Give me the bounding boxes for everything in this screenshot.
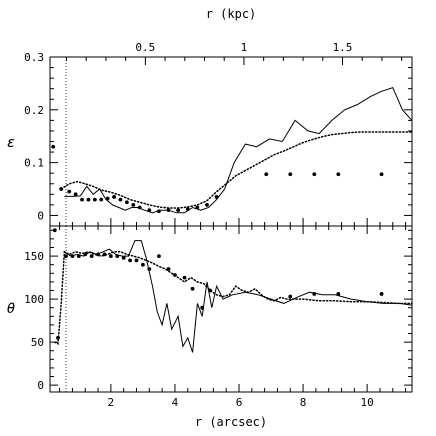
data-point xyxy=(336,172,341,177)
ellipticity-panel: 0.5 1 1.5 0 0.1 0.2 0.3 xyxy=(24,41,413,227)
data-point xyxy=(185,207,190,212)
x-tick-label: 4 xyxy=(172,396,179,409)
y-tick-label: 0 xyxy=(37,379,44,392)
x-tick-label: 2 xyxy=(108,396,115,409)
data-point xyxy=(99,197,104,202)
data-point xyxy=(147,208,152,213)
data-point xyxy=(76,254,81,259)
data-point xyxy=(166,267,171,271)
data-point xyxy=(288,172,293,177)
data-point xyxy=(108,254,113,259)
data-point xyxy=(214,195,219,199)
y-tick-label: 0.1 xyxy=(24,157,44,170)
y-tick-label: 100 xyxy=(24,293,44,306)
data-point xyxy=(173,273,177,277)
y-tick-label: 0.3 xyxy=(24,51,44,64)
data-point xyxy=(59,187,64,191)
data-point xyxy=(80,197,84,202)
data-point xyxy=(52,228,57,233)
x-tick-label: 10 xyxy=(361,396,374,409)
x-tick-label: 6 xyxy=(236,396,243,409)
data-point xyxy=(176,208,181,213)
data-point xyxy=(118,197,123,202)
data-point xyxy=(86,197,91,202)
data-point xyxy=(121,255,126,260)
x-tick-label: 8 xyxy=(300,396,307,409)
data-point xyxy=(205,202,209,207)
y-axis-label-ellipticity: ε xyxy=(7,135,15,151)
data-point xyxy=(379,172,384,177)
top-axis-label: r (kpc) xyxy=(206,7,257,21)
data-point xyxy=(73,192,78,197)
data-point xyxy=(182,275,187,280)
data-point xyxy=(288,294,293,299)
data-point xyxy=(166,208,171,213)
data-point xyxy=(89,254,94,259)
solid-series-line xyxy=(64,240,413,353)
data-point xyxy=(70,254,75,259)
data-point xyxy=(312,172,317,177)
data-point xyxy=(336,292,341,296)
top-x-tick-label: 1 xyxy=(241,41,248,54)
data-point xyxy=(157,254,161,259)
top-x-tick-label: 0.5 xyxy=(135,41,155,54)
y-tick-label: 50 xyxy=(31,336,44,349)
data-point xyxy=(157,209,161,214)
data-point xyxy=(134,258,139,263)
data-point xyxy=(131,202,136,207)
data-point xyxy=(128,258,132,263)
y-tick-label: 150 xyxy=(24,250,44,263)
data-point xyxy=(64,254,68,259)
dotted-series-line xyxy=(60,131,413,209)
solid-series-line xyxy=(64,86,413,214)
data-point xyxy=(112,195,116,199)
data-point xyxy=(312,292,317,296)
data-point xyxy=(67,189,72,194)
data-point xyxy=(115,254,120,259)
data-point xyxy=(92,197,97,202)
data-point xyxy=(102,252,107,257)
data-point xyxy=(195,205,200,210)
data-point xyxy=(190,286,195,291)
data-point xyxy=(124,200,129,205)
dotted-series-line xyxy=(54,250,413,345)
data-point xyxy=(379,292,384,296)
y-tick-label: 0.2 xyxy=(24,104,44,117)
panel-frame xyxy=(49,225,413,393)
data-point xyxy=(105,196,110,201)
data-point xyxy=(147,267,152,271)
data-point xyxy=(137,205,142,210)
data-point xyxy=(200,305,205,310)
x-axis-label: r (arcsec) xyxy=(195,415,267,429)
data-point xyxy=(141,262,145,267)
y-tick-label: 0 xyxy=(37,209,44,222)
data-point xyxy=(96,252,100,257)
data-point xyxy=(51,144,56,149)
top-x-tick-label: 1.5 xyxy=(333,41,353,54)
data-point xyxy=(83,252,88,257)
data-point xyxy=(208,288,213,293)
data-point xyxy=(56,335,60,340)
data-point xyxy=(264,172,269,177)
y-axis-label-theta: θ xyxy=(7,301,15,317)
